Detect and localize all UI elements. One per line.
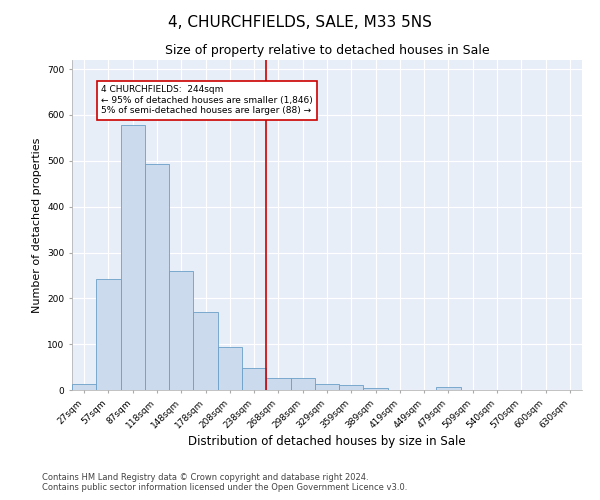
Bar bbox=[290, 378, 315, 390]
Bar bbox=[436, 387, 461, 390]
Bar bbox=[339, 386, 364, 390]
Bar bbox=[242, 368, 266, 390]
Bar bbox=[169, 272, 193, 390]
X-axis label: Distribution of detached houses by size in Sale: Distribution of detached houses by size … bbox=[188, 436, 466, 448]
Y-axis label: Number of detached properties: Number of detached properties bbox=[32, 138, 41, 312]
Bar bbox=[72, 384, 96, 390]
Bar bbox=[266, 378, 290, 390]
Bar bbox=[218, 348, 242, 390]
Bar bbox=[145, 164, 169, 390]
Text: Contains HM Land Registry data © Crown copyright and database right 2024.
Contai: Contains HM Land Registry data © Crown c… bbox=[42, 473, 407, 492]
Text: 4 CHURCHFIELDS:  244sqm
← 95% of detached houses are smaller (1,846)
5% of semi-: 4 CHURCHFIELDS: 244sqm ← 95% of detached… bbox=[101, 85, 313, 115]
Bar bbox=[121, 125, 145, 390]
Bar bbox=[364, 388, 388, 390]
Text: 4, CHURCHFIELDS, SALE, M33 5NS: 4, CHURCHFIELDS, SALE, M33 5NS bbox=[168, 15, 432, 30]
Bar bbox=[193, 312, 218, 390]
Bar bbox=[315, 384, 339, 390]
Title: Size of property relative to detached houses in Sale: Size of property relative to detached ho… bbox=[164, 44, 490, 58]
Bar bbox=[96, 278, 121, 390]
